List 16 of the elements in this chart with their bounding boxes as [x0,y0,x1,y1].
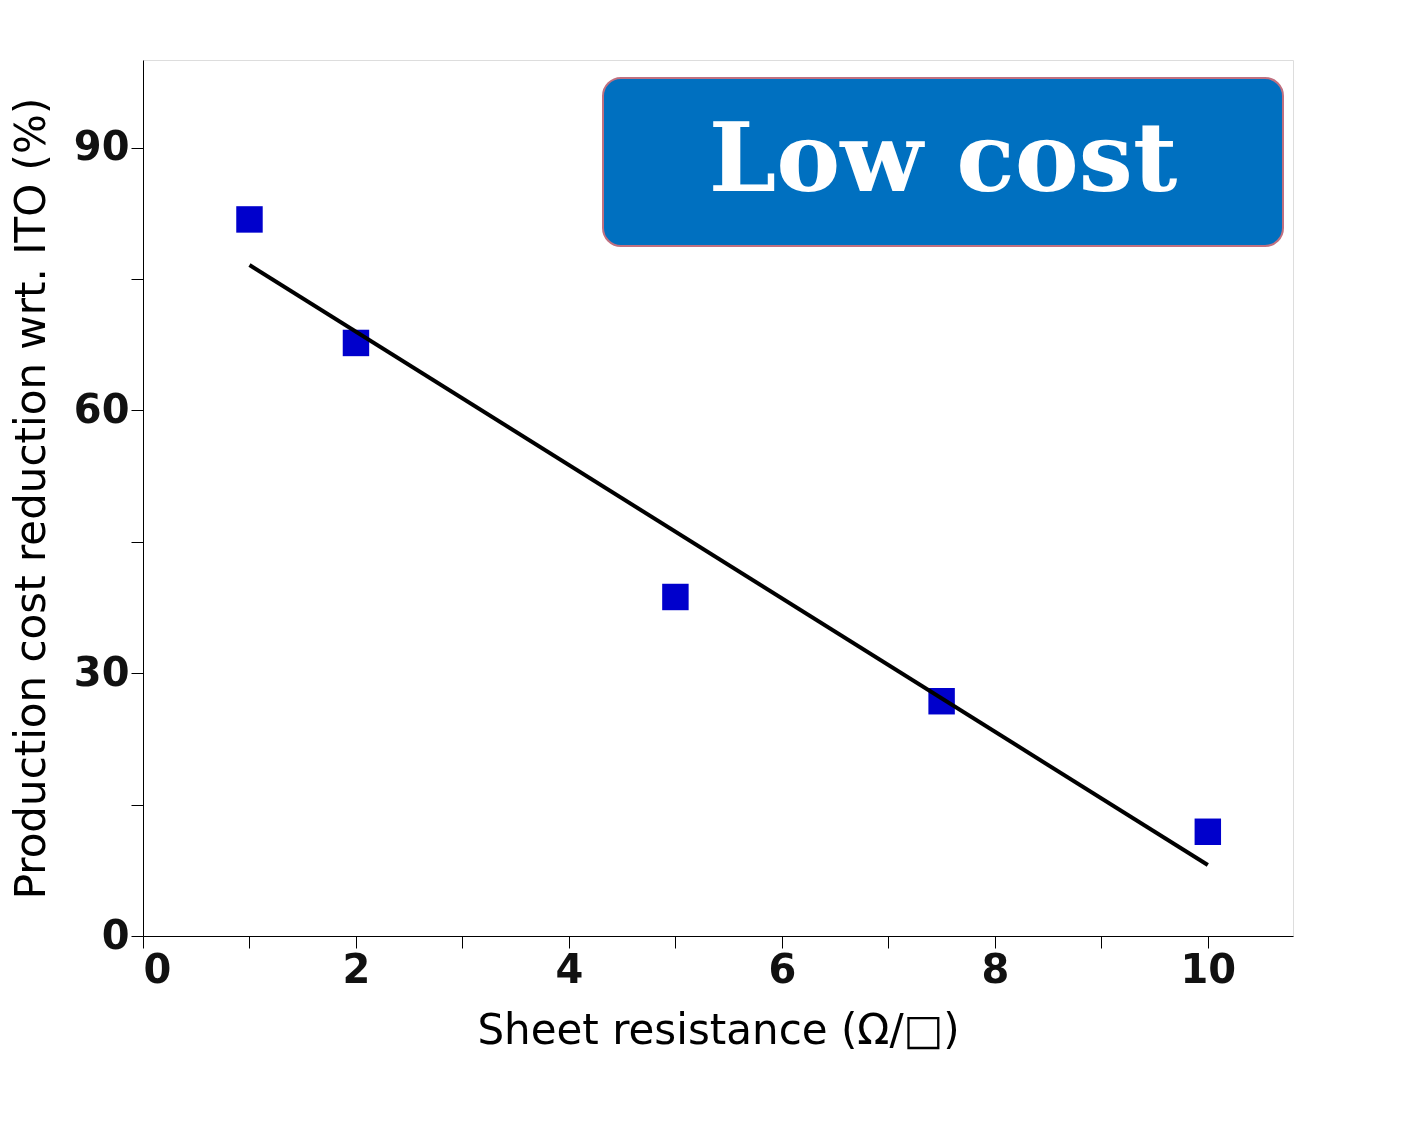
x-tick-label: 6 [768,945,797,992]
annotation: Low cost [708,101,1178,214]
y-axis-title: Production cost reduction wrt. ITO (%) [5,97,55,900]
point [1194,818,1222,845]
x-tick-label: 2 [342,945,371,992]
y-tick-label: 60 [73,385,130,432]
point [236,206,263,233]
x-tick-label: 0 [143,945,172,992]
y-tick-label: 90 [73,123,130,170]
point [662,583,689,611]
x-tick-label: 8 [981,945,1010,992]
y-tick-label: 0 [101,911,130,958]
x-tick-label: 10 [1180,945,1237,992]
y-tick-label: 30 [73,648,130,695]
x-axis-title: Sheet resistance (Ω/□) [477,1004,960,1054]
x-tick-label: 4 [555,945,584,992]
